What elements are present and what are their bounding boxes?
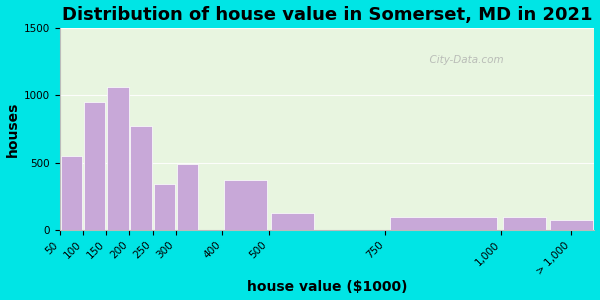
Bar	[390, 217, 497, 230]
Bar	[177, 164, 198, 230]
Bar	[154, 184, 175, 230]
Text: City-Data.com: City-Data.com	[424, 55, 504, 65]
Bar	[84, 102, 105, 230]
Title: Distribution of house value in Somerset, MD in 2021: Distribution of house value in Somerset,…	[62, 6, 592, 24]
Bar	[503, 217, 546, 230]
Bar	[107, 87, 128, 230]
Y-axis label: houses: houses	[5, 101, 20, 157]
Bar	[130, 126, 152, 230]
X-axis label: house value ($1000): house value ($1000)	[247, 280, 407, 294]
Bar	[550, 220, 593, 230]
Bar	[61, 156, 82, 230]
Bar	[224, 180, 267, 230]
Bar	[271, 213, 314, 230]
